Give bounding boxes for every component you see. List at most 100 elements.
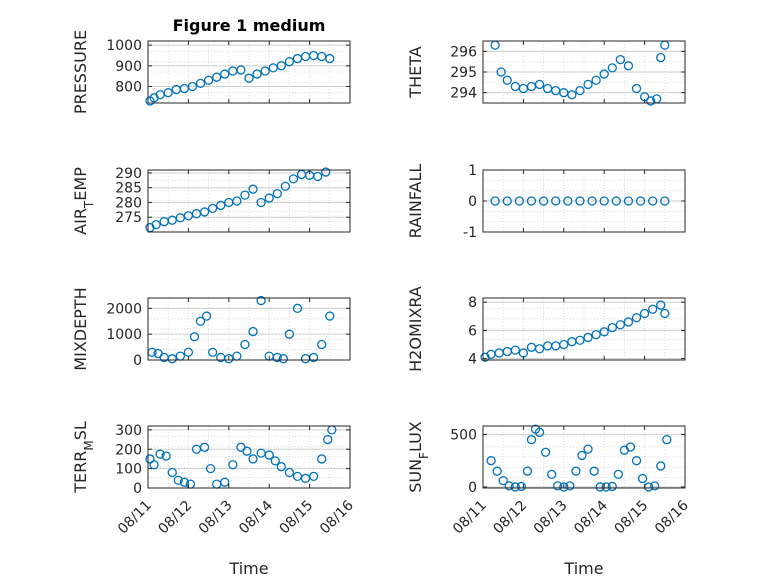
- data-point: [325, 53, 335, 64]
- y-tick-label: 8: [468, 295, 477, 311]
- x-tick-label: 08/14: [236, 497, 276, 537]
- data-point: [631, 313, 642, 323]
- data-point: [639, 308, 650, 319]
- x-tick-label: 08/16: [652, 497, 692, 537]
- data-point: [565, 481, 575, 491]
- data-point: [284, 329, 295, 339]
- data-point: [502, 75, 512, 85]
- data-point: [244, 73, 254, 83]
- data-point: [591, 75, 601, 85]
- y-tick-label: 0: [133, 481, 142, 497]
- data-point: [264, 450, 274, 460]
- data-point: [607, 322, 617, 333]
- data-point: [256, 295, 266, 306]
- data-point: [292, 303, 303, 313]
- data-point: [540, 447, 551, 457]
- data-point: [575, 85, 585, 96]
- data-point: [173, 475, 183, 485]
- data-point: [563, 196, 573, 206]
- data-point: [510, 482, 520, 492]
- data-point: [514, 196, 525, 206]
- data-point: [587, 196, 597, 206]
- data-point: [272, 352, 282, 363]
- data-point: [623, 61, 634, 71]
- data-point: [504, 481, 514, 491]
- data-point: [272, 188, 282, 199]
- data-point: [510, 345, 520, 355]
- data-point: [575, 196, 585, 206]
- data-point: [256, 448, 266, 458]
- data-point: [278, 354, 288, 364]
- data-point: [623, 196, 634, 206]
- data-point: [161, 451, 171, 461]
- y-tick-label: 280: [115, 195, 142, 211]
- data-point: [611, 196, 621, 206]
- data-point: [599, 196, 609, 206]
- data-point: [232, 351, 242, 361]
- data-point: [163, 88, 173, 98]
- data-point: [534, 427, 545, 437]
- x-tick-label: 08/11: [115, 498, 155, 538]
- axes-box: [147, 297, 351, 361]
- y-axis-label: H2OMIXRA: [406, 286, 425, 372]
- data-point: [264, 193, 274, 203]
- data-point: [492, 466, 502, 476]
- data-point: [648, 196, 658, 206]
- y-tick-label: 500: [450, 427, 477, 443]
- data-point: [542, 341, 553, 351]
- data-point: [486, 456, 496, 466]
- data-point: [526, 196, 537, 206]
- y-tick-label: 0: [468, 480, 477, 496]
- data-point: [323, 434, 333, 445]
- data-point: [648, 304, 658, 314]
- data-point: [240, 190, 250, 200]
- y-tick-label: 0: [133, 353, 142, 369]
- data-point: [248, 454, 258, 464]
- data-point: [151, 219, 161, 230]
- data-point: [551, 85, 561, 96]
- data-point: [325, 311, 335, 321]
- x-axis-label: Time: [228, 559, 268, 578]
- data-point: [607, 481, 617, 492]
- data-point: [300, 51, 311, 62]
- data-point: [567, 90, 577, 100]
- data-point: [300, 473, 311, 483]
- y-tick-label: 900: [115, 59, 142, 75]
- data-point: [280, 181, 291, 191]
- axes-box: [482, 297, 686, 361]
- data-point: [650, 481, 660, 491]
- data-point: [522, 466, 533, 476]
- data-point: [599, 69, 609, 79]
- data-point: [300, 354, 311, 364]
- y-tick-label: 290: [115, 166, 142, 182]
- data-point: [207, 347, 218, 357]
- data-point: [542, 83, 553, 94]
- x-tick-label: 08/14: [571, 497, 611, 537]
- data-point: [228, 460, 238, 470]
- data-point: [228, 66, 238, 76]
- y-tick-label: 275: [115, 210, 142, 226]
- y-tick-label: 4: [468, 352, 477, 368]
- y-tick-label: 2000: [106, 301, 142, 317]
- data-point: [591, 329, 601, 340]
- data-point: [195, 316, 206, 326]
- data-point: [498, 475, 508, 486]
- y-tick-label: 300: [115, 423, 142, 439]
- data-point: [577, 450, 587, 461]
- data-point: [179, 477, 190, 487]
- data-point: [232, 196, 242, 206]
- y-axis-label: THETA: [406, 46, 425, 98]
- data-point: [317, 339, 327, 350]
- y-tick-label: -1: [463, 225, 477, 241]
- data-point: [496, 67, 506, 77]
- data-point: [547, 469, 557, 479]
- data-point: [538, 196, 549, 206]
- data-point: [212, 72, 222, 82]
- y-axis-label: TERRMSL: [71, 421, 96, 494]
- data-point: [220, 477, 230, 487]
- y-axis-label: MIXDEPTH: [71, 287, 90, 370]
- subplot-1: 800 900 1000 PRESSURE Figure 1 medium: [71, 16, 351, 114]
- data-point: [623, 317, 634, 327]
- data-point: [635, 196, 646, 206]
